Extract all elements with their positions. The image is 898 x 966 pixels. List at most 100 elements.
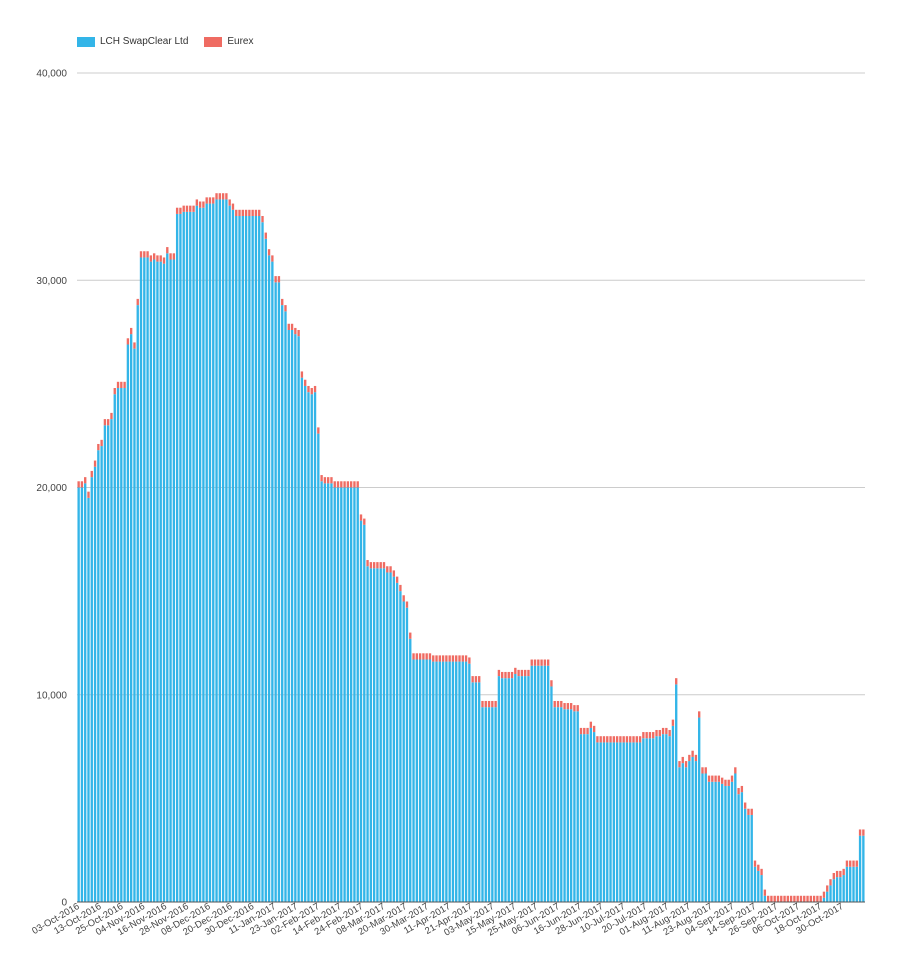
bar-eurex xyxy=(225,193,228,200)
bar-lch xyxy=(711,781,714,902)
bar-eurex xyxy=(615,736,619,743)
bar-eurex xyxy=(478,676,481,683)
bar-eurex xyxy=(556,700,560,708)
bar-lch xyxy=(330,483,333,902)
bar-eurex xyxy=(645,732,648,739)
bar-eurex xyxy=(100,439,103,447)
bar-lch xyxy=(497,676,501,902)
bar-eurex xyxy=(720,777,724,784)
bar-lch xyxy=(537,665,540,902)
bar-lch xyxy=(326,483,330,902)
bar-eurex xyxy=(678,761,681,768)
bar-lch xyxy=(244,216,248,902)
bar-eurex xyxy=(773,895,776,902)
bar-eurex xyxy=(635,736,638,743)
bar-lch xyxy=(720,783,724,902)
legend-label-eurex: Eurex xyxy=(227,36,254,47)
bar-eurex xyxy=(110,412,113,420)
bar-eurex xyxy=(192,205,195,212)
bar-lch xyxy=(602,742,606,902)
bar-eurex xyxy=(428,653,432,660)
bar-lch xyxy=(724,785,727,902)
bar-lch xyxy=(395,582,399,902)
bar-eurex xyxy=(346,481,350,488)
bar-lch xyxy=(645,738,648,902)
bar-lch xyxy=(382,568,386,902)
bar-eurex xyxy=(734,767,737,774)
bar-lch xyxy=(835,877,839,902)
bar-lch xyxy=(198,207,202,902)
bar-lch xyxy=(849,866,852,902)
bar-eurex xyxy=(169,253,172,260)
bar-eurex xyxy=(484,700,487,708)
bar-eurex xyxy=(576,705,579,712)
bar-lch xyxy=(166,253,169,902)
bar-eurex xyxy=(189,205,192,212)
bar-lch xyxy=(543,665,547,902)
bar-eurex xyxy=(159,255,162,262)
axes: 010,00020,00030,00040,00003-Oct-201613-O… xyxy=(30,69,865,939)
bar-eurex xyxy=(553,700,556,708)
bar-eurex xyxy=(120,381,123,389)
bar-lch xyxy=(159,261,162,903)
bar-lch xyxy=(622,742,625,902)
bar-eurex xyxy=(579,727,583,735)
bar-eurex xyxy=(107,419,110,426)
bar-eurex xyxy=(609,736,612,743)
bar-lch xyxy=(363,524,366,902)
bar-lch xyxy=(822,897,826,902)
bar-lch xyxy=(520,676,524,902)
legend-item-eurex[interactable]: Eurex xyxy=(204,36,254,47)
bar-eurex xyxy=(481,700,484,708)
bar-eurex xyxy=(461,655,464,662)
bar-eurex xyxy=(599,736,602,743)
bar-lch xyxy=(179,213,182,902)
bar-eurex xyxy=(550,680,553,687)
bar-lch xyxy=(615,742,619,902)
bar-eurex xyxy=(172,253,176,260)
bar-eurex xyxy=(379,562,382,569)
bar-lch xyxy=(717,781,721,902)
bar-eurex xyxy=(258,209,261,217)
bar-lch xyxy=(691,756,694,902)
bar-eurex xyxy=(90,470,93,478)
bar-eurex xyxy=(612,736,615,743)
y-tick-label: 40,000 xyxy=(36,69,67,80)
bar-lch xyxy=(471,682,474,902)
bar-eurex xyxy=(415,653,418,660)
bar-eurex xyxy=(133,342,136,349)
y-tick-label: 0 xyxy=(61,898,67,909)
bar-lch xyxy=(343,487,346,902)
bar-lch xyxy=(750,814,753,902)
bar-lch xyxy=(277,282,281,902)
bar-lch xyxy=(392,576,396,902)
bar-lch xyxy=(455,661,458,902)
bar-eurex xyxy=(691,750,694,757)
bar-eurex xyxy=(501,671,504,679)
bar-lch xyxy=(514,674,517,902)
bar-lch xyxy=(609,742,612,902)
bar-lch xyxy=(826,891,829,902)
legend-item-lch[interactable]: LCH SwapClear Ltd xyxy=(77,36,188,47)
bar-eurex xyxy=(340,481,343,488)
bar-eurex xyxy=(451,655,455,662)
bar-eurex xyxy=(372,562,376,569)
bar-eurex xyxy=(425,653,428,660)
bar-eurex xyxy=(389,566,392,573)
bar-eurex xyxy=(799,895,803,902)
bar-lch xyxy=(202,207,205,902)
bar-eurex xyxy=(517,669,520,677)
bar-lch xyxy=(162,263,166,902)
bar-eurex xyxy=(284,305,287,312)
bar-lch xyxy=(642,738,645,902)
bar-eurex xyxy=(409,632,412,639)
bar-eurex xyxy=(780,895,783,902)
bar-eurex xyxy=(504,671,507,679)
bar-eurex xyxy=(376,562,379,569)
bar-eurex xyxy=(596,736,599,743)
bar-lch xyxy=(533,665,537,902)
bar-lch xyxy=(261,222,264,903)
bar-lch xyxy=(635,742,638,902)
bar-eurex xyxy=(267,249,271,256)
bar-eurex xyxy=(625,736,629,743)
